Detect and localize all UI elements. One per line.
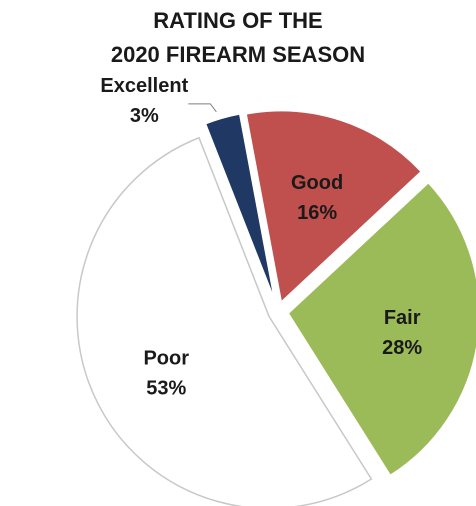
leader-line-excellent <box>188 103 217 113</box>
slice-value-excellent: 3% <box>130 105 159 127</box>
pie-slice-fair <box>286 180 476 478</box>
slice-label-excellent: Excellent <box>100 75 188 97</box>
slice-label-fair: Fair <box>384 307 421 329</box>
pie-slice-poor <box>76 136 373 506</box>
slice-label-good: Good <box>291 172 343 194</box>
pie-labels: Fair 28% Poor 53% Excellent 3% Good 16% <box>100 75 422 400</box>
pie-slice-excellent <box>203 112 277 303</box>
slice-value-poor: 53% <box>146 377 186 399</box>
slice-value-good: 16% <box>297 202 337 224</box>
chart-title: RATING OF THE 2020 FIREARM SEASON <box>0 4 476 72</box>
chart-title-line-1: RATING OF THE <box>153 8 323 33</box>
slice-label-poor: Poor <box>143 347 189 369</box>
slice-value-fair: 28% <box>382 337 422 359</box>
pie-slices <box>76 109 476 506</box>
chart-title-line-2: 2020 FIREARM SEASON <box>110 42 366 67</box>
pie-slice-good <box>244 109 423 305</box>
